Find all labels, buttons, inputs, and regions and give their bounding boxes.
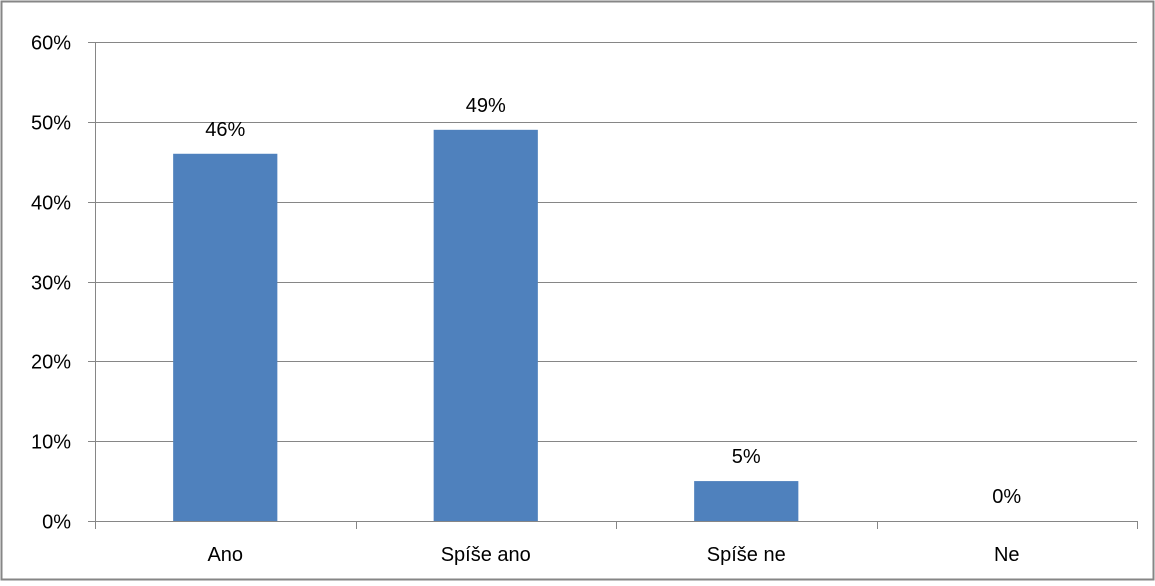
bar-spíše-ano <box>433 129 538 522</box>
bar-spíše-ne <box>694 481 799 521</box>
y-tick-label: 50% <box>31 113 71 135</box>
y-tick-label: 10% <box>31 432 71 454</box>
x-tick-label: Ano <box>207 544 243 566</box>
bars <box>173 129 799 522</box>
data-label: 46% <box>205 119 245 141</box>
bar-ano <box>173 153 278 521</box>
data-label: 0% <box>992 486 1021 508</box>
x-tick-label: Ne <box>994 544 1020 566</box>
x-tick-label: Spíše ano <box>441 544 531 566</box>
axes <box>88 42 1138 529</box>
y-tick-label: 0% <box>42 512 71 534</box>
y-tick-label: 20% <box>31 352 71 374</box>
y-tick-label: 60% <box>31 33 71 55</box>
x-tick-label: Spíše ne <box>707 544 786 566</box>
labels: 0% 10% 20% 30% 40% 50% 60% 46% Ano 49% Spíše ano 5%… <box>31 33 1021 567</box>
y-tick-label: 30% <box>31 273 71 295</box>
data-label: 49% <box>466 95 506 117</box>
data-label: 5% <box>732 446 761 468</box>
y-tick-label: 40% <box>31 193 71 215</box>
